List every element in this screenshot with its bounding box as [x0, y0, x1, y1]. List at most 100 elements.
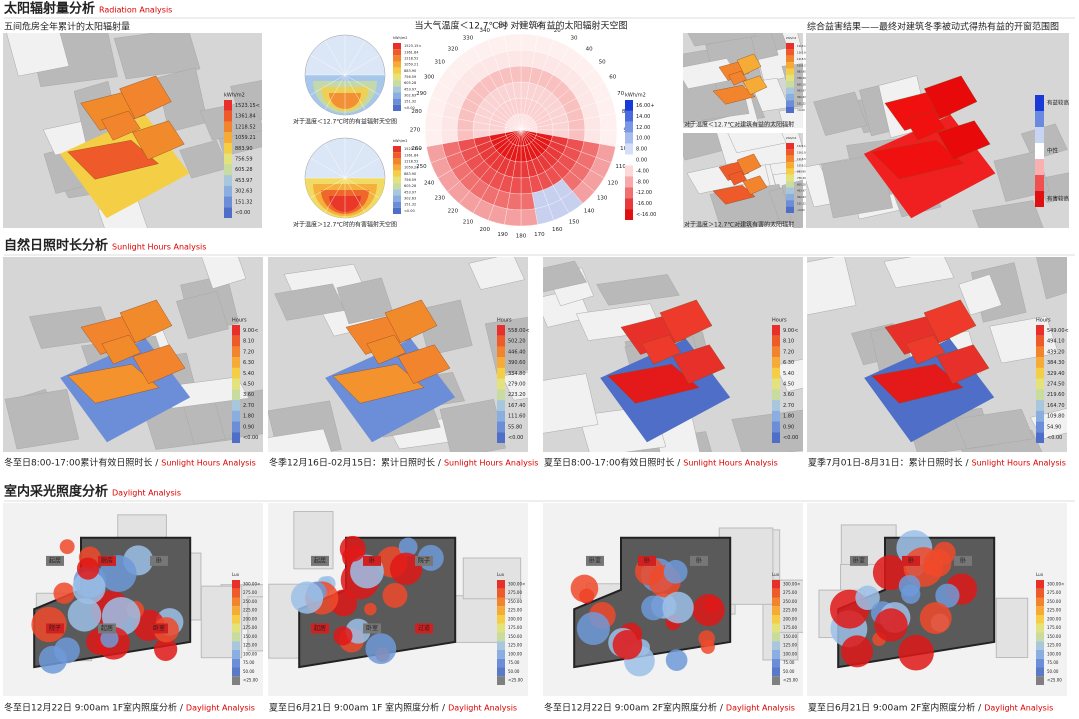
sky-grid [344, 54, 380, 76]
lux-blob [398, 537, 418, 557]
legend-swatch [772, 580, 780, 589]
legend-swatch [232, 335, 240, 347]
legend-swatch [1035, 191, 1044, 207]
legend-swatch [772, 432, 780, 443]
room-label: 厨房 [101, 556, 113, 564]
legend-swatch [393, 92, 401, 99]
scene [683, 33, 803, 128]
legend-label: 883.90 [797, 70, 806, 74]
legend-label: 390.60 [508, 360, 526, 366]
legend-label: 200.00 [783, 616, 797, 621]
legend-swatch [786, 206, 794, 213]
legend-label: 883.90 [235, 146, 253, 152]
legend-label: 250.00 [243, 599, 257, 604]
context-building [468, 257, 525, 290]
legend-label: 有益较高 [1047, 99, 1070, 107]
context-building [883, 257, 955, 289]
sky-grid [310, 177, 346, 199]
context-building [201, 257, 247, 289]
plan-scene [543, 503, 803, 696]
legend-swatch [232, 389, 240, 401]
section-title-en: Sunlight Hours Analysis [112, 243, 206, 252]
legend-swatch [497, 389, 505, 401]
legend-label: 275.00 [1047, 590, 1061, 595]
sky-angle: 270 [410, 128, 421, 134]
room-tag [150, 555, 168, 566]
legend-swatch [393, 104, 401, 111]
legend-label: 55.80 [508, 424, 522, 430]
context-building [6, 33, 70, 77]
legend-label: 275.00 [508, 590, 522, 595]
room-label: 起居 [314, 556, 326, 564]
legend-swatch [786, 43, 794, 50]
legend-label: 439.20 [1047, 349, 1065, 355]
roof [119, 299, 173, 344]
legend-label: 125.00 [1047, 643, 1061, 648]
legend-swatch [1036, 400, 1044, 411]
legend-label: 756.59 [235, 157, 253, 163]
legend-label: 50.00 [508, 669, 520, 674]
legend-label: <0.00 [404, 106, 415, 110]
legend-label: 200.00 [1047, 616, 1061, 621]
room-tag [311, 623, 329, 634]
legend-label: 175.00 [508, 625, 522, 630]
legend-label: 151.32 [235, 199, 253, 205]
legend-swatch [786, 81, 794, 88]
roof [659, 299, 713, 344]
legend-swatch [1036, 357, 1044, 368]
sky-angle: 130 [597, 196, 608, 202]
panel-caption-en: Daylight Analysis [726, 704, 795, 713]
sky-grid [310, 74, 346, 96]
legend-label: 150.00 [508, 634, 522, 639]
section-title: 室内采光照度分析 [4, 484, 108, 500]
legend-swatch [497, 357, 505, 368]
legend-swatch [786, 168, 794, 175]
legend-swatch [232, 588, 240, 598]
context-building [113, 33, 201, 80]
legend-swatch [625, 121, 633, 133]
legend-label: 8.10 [783, 339, 794, 345]
legend-label: 151.32 [404, 203, 416, 207]
legend-label: 605.28 [797, 82, 806, 86]
context-building [274, 283, 345, 321]
legend-label: 125.00 [243, 643, 257, 648]
sky-cell [599, 129, 618, 147]
legend-label: <0.00 [404, 209, 415, 213]
context-building [268, 428, 332, 452]
legend-label: 7.20 [243, 349, 254, 355]
legend-swatch [393, 201, 401, 208]
lux-blob [72, 571, 106, 605]
legend-unit: Hours [497, 318, 512, 324]
room-label: 卧 [369, 556, 375, 564]
legend-label: 250.00 [1047, 599, 1061, 604]
legend-swatch [497, 650, 505, 659]
legend-swatch [232, 432, 240, 443]
legend-swatch [786, 87, 794, 94]
legend-label: 1218.52 [235, 124, 256, 130]
legend-label: 300.00< [243, 581, 260, 586]
room-label: 卧 [908, 556, 914, 564]
legend-swatch [772, 597, 780, 607]
sky-angle: 70 [617, 91, 624, 97]
legend-label: 1059.21 [235, 135, 256, 141]
roof [905, 110, 946, 141]
legend-label: 384.30 [1047, 360, 1065, 366]
room-label: 卧 [696, 556, 702, 564]
legend-swatch [772, 667, 780, 677]
legend-label: 50.00 [783, 669, 795, 674]
sky-grid [344, 177, 366, 213]
side-caption: 对于温度＞12.7℃对建筑有害的太阳辐射 [684, 221, 794, 229]
sky-angle: 340 [479, 28, 490, 34]
sky-angle: 190 [497, 232, 508, 238]
legend-label: 605.28 [235, 167, 253, 173]
legend-swatch [625, 143, 633, 155]
legend-label: 0.00 [636, 158, 647, 164]
legend-swatch [1036, 410, 1044, 422]
legend-label: 453.97 [404, 87, 416, 91]
lux-blob [692, 593, 725, 627]
legend-label: 54.90 [1047, 424, 1061, 430]
legend-swatch [786, 162, 794, 169]
legend-swatch [786, 149, 794, 156]
sky-angle: 320 [448, 46, 459, 52]
legend-swatch [772, 615, 780, 624]
